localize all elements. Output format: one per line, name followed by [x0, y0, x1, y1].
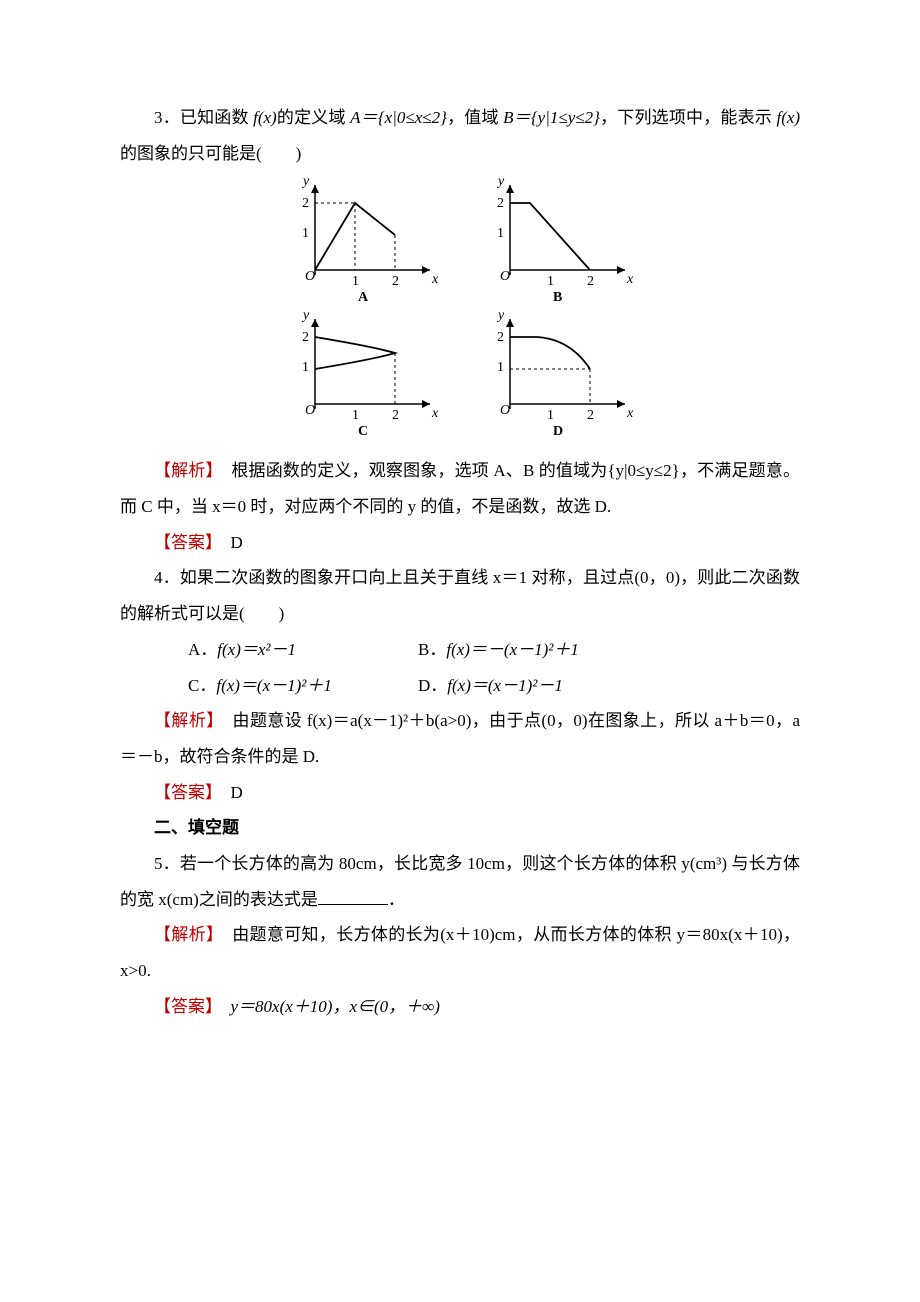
- svg-text:O: O: [500, 269, 510, 284]
- q3-figure-row2: O 1 2 1 2 y x C: [280, 309, 640, 439]
- q3-figure-row1: O 1 2 1 2 y x A: [280, 175, 640, 305]
- optC-label: C．: [188, 676, 216, 695]
- svg-text:2: 2: [302, 196, 309, 211]
- svg-text:O: O: [305, 269, 315, 284]
- fill-blank: [318, 887, 388, 905]
- q3-set-A: A＝{x|0≤x≤2}: [350, 108, 447, 127]
- q5-answer-text: y＝80x(x＋10)，x∈(0，＋∞): [214, 997, 440, 1016]
- q4-text: 4．如果二次函数的图象开口向上且关于直线 x＝1 对称，且过点(0，0)，则此二…: [120, 568, 800, 623]
- svg-text:x: x: [431, 406, 439, 421]
- analysis-label: 【解析】: [154, 711, 215, 730]
- answer-label: 【答案】: [154, 533, 214, 552]
- q5-analysis-text: 由题意可知，长方体的长为(x＋10)cm，从而长方体的体积 y＝80x(x＋10…: [120, 925, 800, 980]
- optA-label: A．: [188, 640, 217, 659]
- q4-analysis-text: 由题意设 f(x)＝a(x－1)²＋b(a>0)，由于点(0，0)在图象上，所以…: [120, 711, 800, 766]
- q5-answer: 【答案】 y＝80x(x＋10)，x∈(0，＋∞): [120, 989, 800, 1025]
- graph-B: O 1 2 1 2 y x B: [475, 175, 640, 305]
- svg-text:1: 1: [547, 274, 554, 289]
- q4-options-row2: C．f(x)＝(x－1)²＋1 D．f(x)＝(x－1)²－1: [188, 668, 800, 704]
- svg-text:B: B: [553, 290, 562, 305]
- optD-value: f(x)＝(x－1)²－1: [447, 676, 563, 695]
- svg-text:D: D: [553, 424, 563, 439]
- svg-text:A: A: [358, 290, 369, 305]
- answer-label: 【答案】: [154, 997, 214, 1016]
- q3-set-B: B＝{y|1≤y≤2}: [503, 108, 600, 127]
- q5-stem: 5．若一个长方体的高为 80cm，长比宽多 10cm，则这个长方体的体积 y(c…: [120, 846, 800, 917]
- q5-analysis: 【解析】 由题意可知，长方体的长为(x＋10)cm，从而长方体的体积 y＝80x…: [120, 917, 800, 988]
- q4-optB: B．f(x)＝－(x－1)²＋1: [418, 632, 648, 668]
- section2-text: 二、填空题: [154, 818, 239, 837]
- svg-text:x: x: [626, 272, 634, 287]
- svg-text:2: 2: [587, 274, 594, 289]
- svg-text:x: x: [626, 406, 634, 421]
- q3-text-d: ，下列选项中，能表示: [600, 108, 777, 127]
- svg-text:2: 2: [392, 408, 399, 423]
- svg-text:y: y: [301, 175, 310, 189]
- svg-text:y: y: [496, 175, 505, 189]
- q4-optC: C．f(x)＝(x－1)²＋1: [188, 668, 418, 704]
- answer-label: 【答案】: [154, 783, 214, 802]
- q3-answer: 【答案】 D: [120, 525, 800, 561]
- q4-optD: D．f(x)＝(x－1)²－1: [418, 668, 648, 704]
- svg-text:y: y: [301, 309, 310, 323]
- q5-text-a: 5．若一个长方体的高为 80cm，长比宽多 10cm，则这个长方体的体积 y(c…: [120, 854, 800, 909]
- svg-text:x: x: [431, 272, 439, 287]
- svg-text:2: 2: [587, 408, 594, 423]
- svg-text:1: 1: [547, 408, 554, 423]
- q3-figure-block: O 1 2 1 2 y x A: [120, 175, 800, 443]
- svg-text:1: 1: [352, 274, 359, 289]
- svg-text:1: 1: [352, 408, 359, 423]
- analysis-label: 【解析】: [154, 461, 214, 480]
- svg-text:2: 2: [302, 330, 309, 345]
- document-page: 3．已知函数 f(x)的定义域 A＝{x|0≤x≤2}，值域 B＝{y|1≤y≤…: [0, 0, 920, 1124]
- graph-C: O 1 2 1 2 y x C: [280, 309, 445, 439]
- q4-stem: 4．如果二次函数的图象开口向上且关于直线 x＝1 对称，且过点(0，0)，则此二…: [120, 560, 800, 631]
- q3-fx-x: (x): [258, 108, 277, 127]
- graph-D: O 1 2 1 2 y x D: [475, 309, 640, 439]
- q3-text-e: 的图象的只可能是( ): [120, 144, 301, 163]
- q3-fx-x2: (x): [781, 108, 800, 127]
- optD-label: D．: [418, 676, 447, 695]
- q4-analysis: 【解析】 由题意设 f(x)＝a(x－1)²＋b(a>0)，由于点(0，0)在图…: [120, 703, 800, 774]
- q4-optA: A．f(x)＝x²－1: [188, 632, 418, 668]
- graph-A: O 1 2 1 2 y x A: [280, 175, 445, 305]
- q3-text-b: 的定义域: [277, 108, 350, 127]
- q5-text-b: ．: [388, 890, 405, 909]
- svg-text:O: O: [305, 403, 315, 418]
- q3-answer-text: D: [214, 533, 243, 552]
- svg-text:2: 2: [497, 196, 504, 211]
- q4-answer: 【答案】 D: [120, 775, 800, 811]
- q3-stem: 3．已知函数 f(x)的定义域 A＝{x|0≤x≤2}，值域 B＝{y|1≤y≤…: [120, 100, 800, 171]
- svg-text:O: O: [500, 403, 510, 418]
- svg-text:2: 2: [392, 274, 399, 289]
- optB-value: f(x)＝－(x－1)²＋1: [446, 640, 579, 659]
- svg-text:y: y: [496, 309, 505, 323]
- svg-text:C: C: [358, 424, 368, 439]
- svg-text:1: 1: [302, 226, 309, 241]
- q3-text-c: ，值域: [447, 108, 503, 127]
- analysis-label: 【解析】: [154, 925, 215, 944]
- q3-text-a: 3．已知函数: [154, 108, 253, 127]
- q3-analysis-text: 根据函数的定义，观察图象，选项 A、B 的值域为{y|0≤y≤2}，不满足题意。…: [120, 461, 800, 516]
- section2-heading: 二、填空题: [120, 810, 800, 846]
- q4-answer-text: D: [214, 783, 243, 802]
- svg-text:1: 1: [302, 360, 309, 375]
- svg-text:1: 1: [497, 226, 504, 241]
- optA-value: f(x)＝x²－1: [217, 640, 296, 659]
- svg-text:2: 2: [497, 330, 504, 345]
- svg-text:1: 1: [497, 360, 504, 375]
- q3-analysis: 【解析】 根据函数的定义，观察图象，选项 A、B 的值域为{y|0≤y≤2}，不…: [120, 453, 800, 524]
- q4-options-row1: A．f(x)＝x²－1 B．f(x)＝－(x－1)²＋1: [188, 632, 800, 668]
- optB-label: B．: [418, 640, 446, 659]
- optC-value: f(x)＝(x－1)²＋1: [216, 676, 332, 695]
